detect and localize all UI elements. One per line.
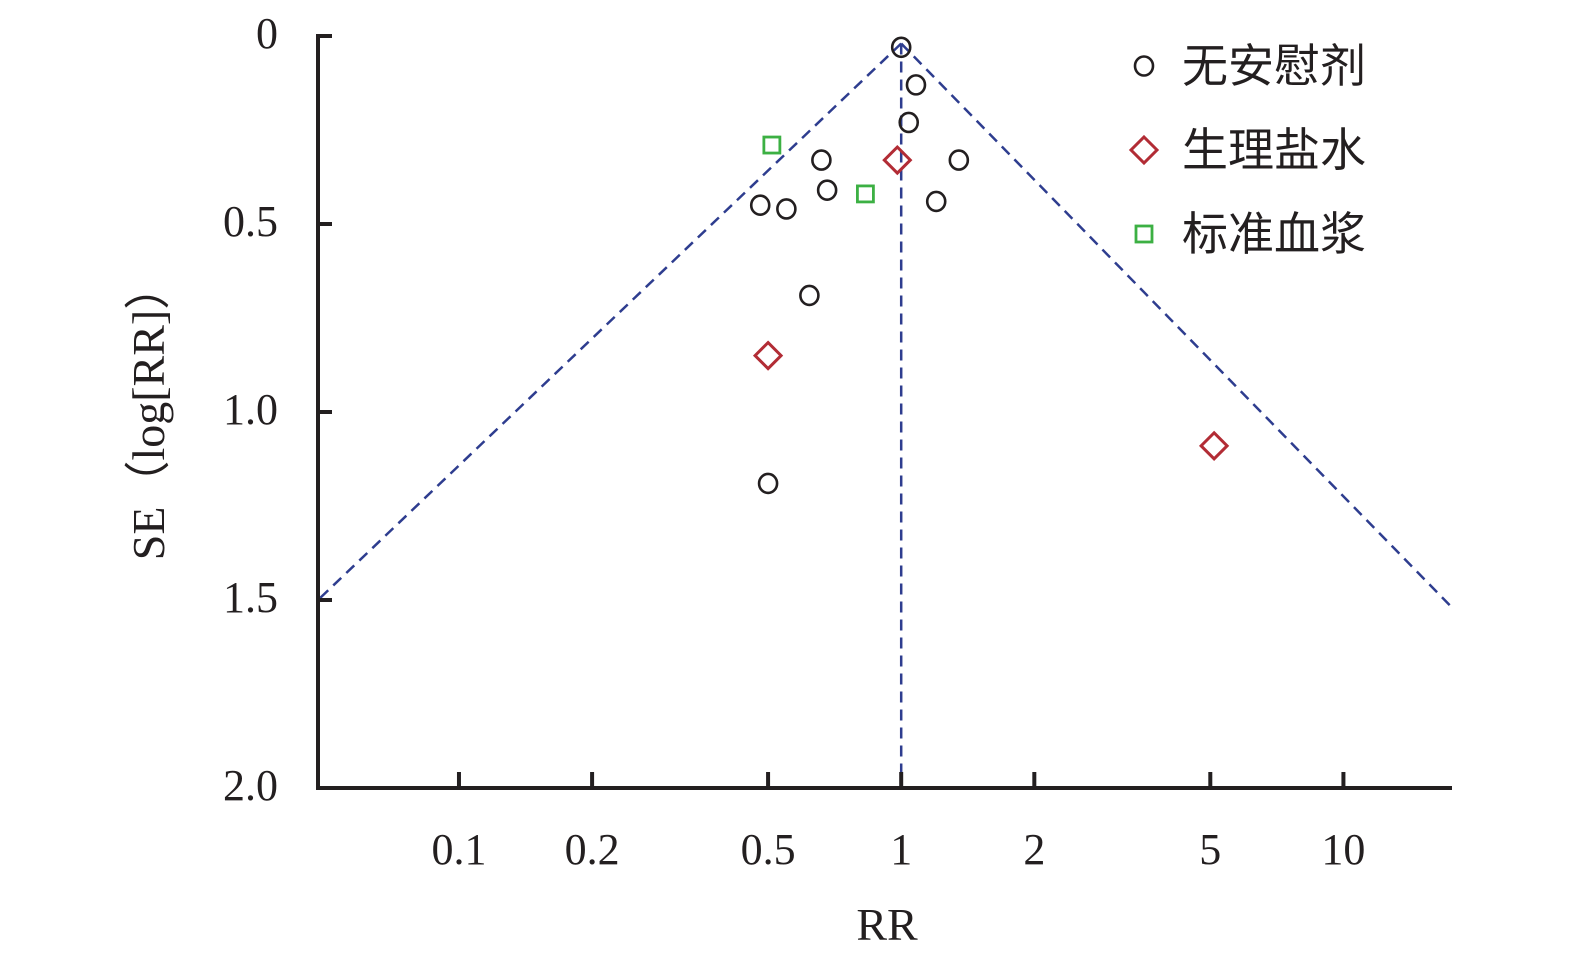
x-tick-label: 5	[1199, 825, 1221, 874]
data-point-circle	[811, 149, 832, 171]
data-point-circle	[948, 149, 970, 171]
legend-label: 标准血浆	[1182, 207, 1366, 261]
data-point-circle	[816, 179, 838, 201]
data-point-circle	[898, 111, 920, 134]
axes: 0 0.5 1.0 1.5 2.0 0.1 0.2 0.5 1 2 5 10	[223, 9, 1452, 874]
y-tick-label: 2.0	[223, 761, 278, 810]
x-tick-label: 0.5	[741, 825, 796, 874]
data-point-diamond	[882, 144, 913, 176]
legend-marker-square	[1134, 224, 1154, 244]
funnel-left-line	[317, 42, 903, 601]
y-axis-title: SE（log[RR]）	[123, 264, 174, 560]
data-point-diamond	[752, 340, 784, 371]
data-point-circle	[925, 190, 947, 213]
x-axis-title: RR	[856, 899, 918, 950]
data-point-circle	[905, 74, 927, 96]
funnel-lines	[317, 42, 1453, 788]
data-point-circle	[776, 198, 797, 220]
data-point-square	[762, 135, 782, 155]
y-tick-label: 1.5	[223, 573, 278, 622]
data-points	[749, 36, 1230, 495]
legend-marker-circle	[1133, 55, 1155, 77]
legend-label: 生理盐水	[1182, 123, 1366, 177]
x-tick-label: 10	[1321, 825, 1365, 874]
data-point-square	[856, 184, 875, 204]
data-point-circle	[890, 36, 912, 59]
x-tick-label: 2	[1023, 825, 1045, 874]
data-point-diamond	[1198, 430, 1230, 461]
legend-marker-diamond	[1128, 134, 1160, 166]
data-point-circle	[799, 284, 820, 307]
data-point-circle	[757, 472, 779, 495]
funnel-right-line	[900, 42, 1453, 609]
x-tick-label: 0.1	[431, 825, 486, 874]
y-tick-label: 1.0	[223, 385, 278, 434]
y-tick-label: 0.5	[223, 197, 278, 246]
y-tick-label: 0	[256, 9, 278, 58]
data-point-circle	[749, 194, 771, 216]
x-tick-label: 0.2	[565, 825, 620, 874]
legend-label: 无安慰剂	[1182, 39, 1366, 93]
x-tick-label: 1	[890, 825, 912, 874]
